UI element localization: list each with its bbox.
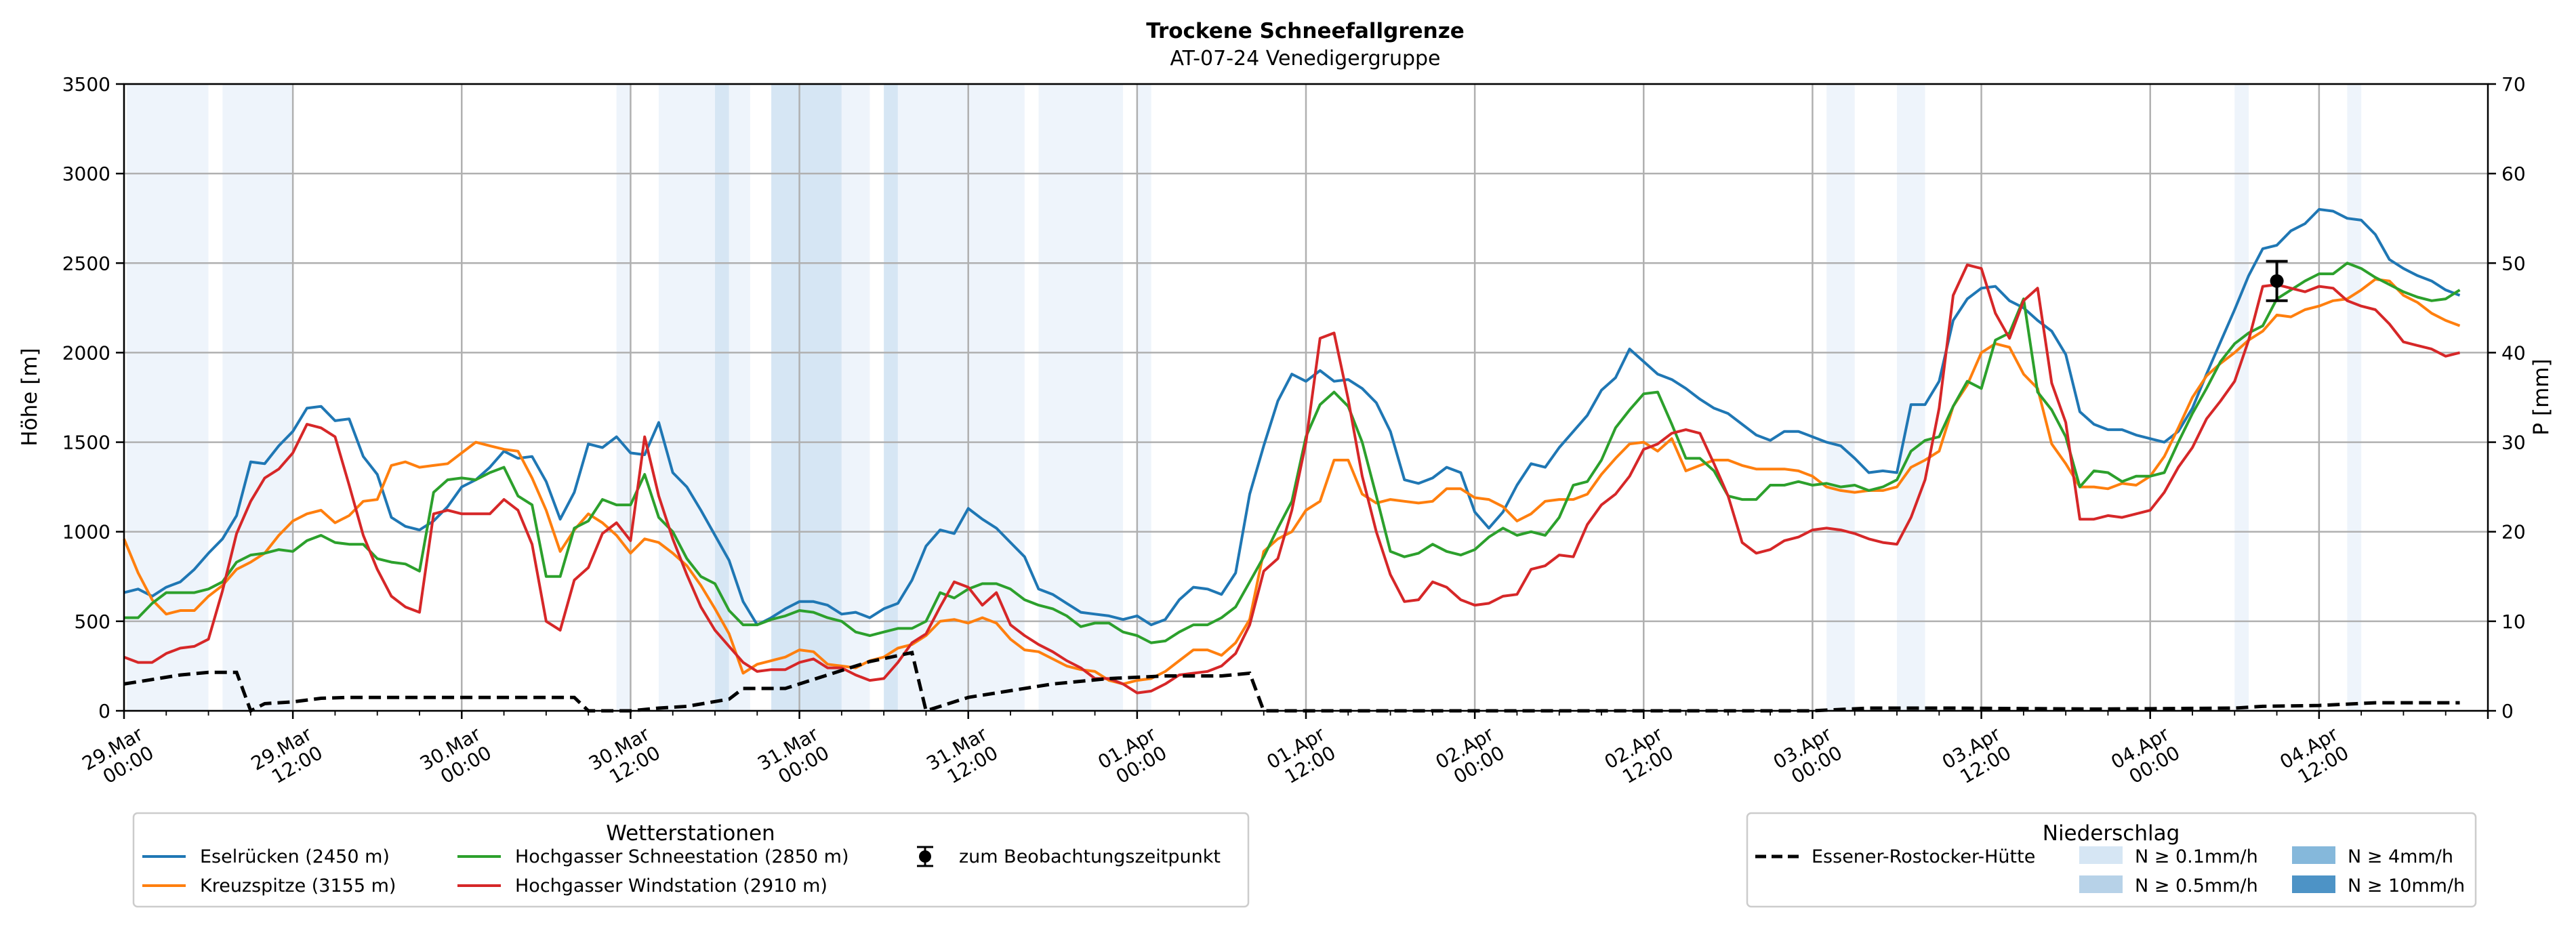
legend-obs-point xyxy=(919,850,931,863)
legend-precip-label-0: N ≥ 0.1mm/h xyxy=(2135,846,2258,867)
xtick-label-1: 29.Mar12:00 xyxy=(247,722,327,793)
y2tick-label-5: 50 xyxy=(2501,252,2526,274)
xtick-label-0: 29.Mar00:00 xyxy=(79,722,158,793)
legend-precip: Niederschlag Essener-Rostocker-Hütte N ≥ … xyxy=(1746,812,2477,908)
xtick-label-5: 31.Mar12:00 xyxy=(922,722,1002,793)
y2tick-label-2: 20 xyxy=(2501,521,2526,543)
precip-band-12 xyxy=(1826,84,1855,711)
precip-band-8 xyxy=(884,84,898,711)
observation-point xyxy=(2270,274,2284,288)
chart-subtitle: AT-07-24 Venedigergruppe xyxy=(1170,47,1440,70)
series-line-1 xyxy=(123,278,2461,686)
precip-band-13 xyxy=(1897,84,1925,711)
y2tick-label-7: 70 xyxy=(2501,73,2526,96)
y2tick-label-4: 40 xyxy=(2501,342,2526,364)
legend-precip-line-label: Essener-Rostocker-Hütte xyxy=(1812,846,2035,867)
series-lines xyxy=(123,208,2461,714)
legend-precip-title: Niederschlag xyxy=(2043,821,2180,846)
xtick-label-12: 04.Apr00:00 xyxy=(2107,722,2184,792)
precip-band-14 xyxy=(2234,84,2249,711)
y2tick-label-6: 60 xyxy=(2501,163,2526,185)
xtick-label-7: 01.Apr12:00 xyxy=(1263,722,1339,792)
legend-label-3: Hochgasser Windstation (2910 m) xyxy=(515,875,827,896)
precip-band-1 xyxy=(222,84,293,711)
y-axis-label: Höhe [m] xyxy=(18,348,42,446)
legend-precip-swatch-1 xyxy=(2079,875,2123,893)
legend-precip-label-1: N ≥ 0.5mm/h xyxy=(2135,875,2258,896)
precip-line xyxy=(123,651,2460,714)
legend-obs-label: zum Beobachtungszeitpunkt xyxy=(959,846,1221,867)
xtick-label-6: 01.Apr00:00 xyxy=(1094,722,1170,792)
legend-stations: Wetterstationen Eselrücken (2450 m) Kreuz… xyxy=(132,812,1250,908)
legend-precip-label-3: N ≥ 10mm/h xyxy=(2348,875,2465,896)
ytick-label-1: 500 xyxy=(75,611,110,633)
precip-band-3 xyxy=(658,84,715,711)
xtick-label-11: 03.Apr12:00 xyxy=(1938,722,2015,792)
xtick-label-10: 03.Apr00:00 xyxy=(1770,722,1846,792)
precip-band-10 xyxy=(1038,84,1124,711)
axes-ticks: 0 500 1000 1500 2000 2500 3000 3500 0 10 20 30 40 50 6… xyxy=(62,73,2526,793)
precip-intensity-bands xyxy=(127,84,2362,711)
legend-label-2: Hochgasser Schneestation (2850 m) xyxy=(515,846,849,867)
series-line-2 xyxy=(124,262,2461,644)
ytick-label-7: 3500 xyxy=(62,73,110,96)
xtick-label-9: 02.Apr12:00 xyxy=(1601,722,1677,792)
legend-precip-label-2: N ≥ 4mm/h xyxy=(2348,846,2453,867)
y2-axis-label: P [mm] xyxy=(2529,358,2554,435)
y2tick-label-3: 30 xyxy=(2501,432,2526,454)
y2tick-label-1: 10 xyxy=(2501,611,2526,633)
xtick-label-4: 31.Mar00:00 xyxy=(754,722,833,793)
series-line-0 xyxy=(123,208,2461,627)
ytick-label-5: 2500 xyxy=(62,252,110,274)
ytick-label-6: 3000 xyxy=(62,163,110,185)
xtick-label-2: 30.Mar00:00 xyxy=(416,722,495,793)
ytick-label-0: 0 xyxy=(98,700,110,722)
observation-marker xyxy=(2266,260,2288,302)
ytick-label-2: 1000 xyxy=(62,521,110,543)
xtick-label-3: 30.Mar12:00 xyxy=(585,722,664,793)
precip-band-2 xyxy=(616,84,631,711)
legend-precip-swatch-2 xyxy=(2292,846,2335,864)
precip-band-15 xyxy=(2347,84,2362,711)
precip-band-11 xyxy=(1137,84,1151,711)
legend-precip-swatch-3 xyxy=(2292,875,2335,893)
y2tick-label-0: 0 xyxy=(2501,700,2514,722)
chart-title: Trockene Schneefallgrenze xyxy=(1146,19,1465,43)
ytick-label-3: 1500 xyxy=(62,432,110,454)
legend-stations-title: Wetterstationen xyxy=(606,821,775,846)
precip-band-0 xyxy=(127,84,209,711)
ytick-label-4: 2000 xyxy=(62,342,110,364)
legend-label-1: Kreuzspitze (3155 m) xyxy=(200,875,396,896)
precip-band-7 xyxy=(841,84,870,711)
xtick-label-13: 04.Apr12:00 xyxy=(2276,722,2352,792)
precip-band-5 xyxy=(729,84,750,711)
precip-band-4 xyxy=(715,84,729,711)
grid-lines xyxy=(123,83,2488,712)
legend-precip-swatch-0 xyxy=(2079,846,2123,864)
legend-label-0: Eselrücken (2450 m) xyxy=(200,846,390,867)
series-line-3 xyxy=(123,263,2460,695)
xtick-label-8: 02.Apr00:00 xyxy=(1432,722,1509,792)
